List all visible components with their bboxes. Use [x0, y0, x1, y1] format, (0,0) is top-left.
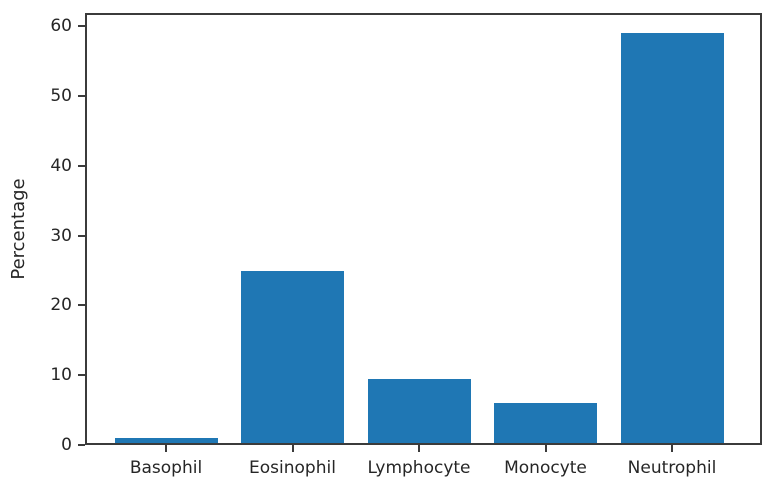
bar-lymphocyte	[367, 378, 471, 445]
x-tick-label: Eosinophil	[249, 458, 336, 478]
y-tick-mark	[78, 164, 85, 167]
y-tick-label: 20	[50, 295, 72, 316]
x-tick-mark	[418, 445, 420, 452]
x-tick-mark	[671, 445, 673, 452]
y-tick-label: 10	[50, 365, 72, 386]
y-tick-label: 0	[61, 435, 72, 455]
y-tick-label: 40	[50, 155, 72, 176]
x-tick-label: Lymphocyte	[367, 458, 471, 478]
bar-monocyte	[494, 403, 597, 445]
x-tick-label: Neutrophil	[627, 458, 717, 478]
y-tick-mark	[78, 444, 85, 446]
y-tick-mark	[78, 95, 85, 98]
y-tick-label: 30	[50, 225, 72, 246]
bar-basophil	[114, 438, 218, 445]
y-tick-label: 50	[50, 86, 72, 107]
y-tick-mark	[78, 304, 85, 307]
y-tick-label: 60	[50, 16, 72, 37]
bar-eosinophil	[241, 270, 344, 445]
x-tick-label: Monocyte	[504, 458, 587, 478]
x-tick-mark	[165, 445, 167, 452]
y-tick-mark	[78, 374, 85, 377]
y-tick-mark	[78, 25, 85, 28]
x-tick-mark	[544, 445, 547, 452]
x-tick-label: Basophil	[129, 458, 203, 478]
x-tick-mark	[291, 445, 294, 452]
bar-neutrophil	[620, 33, 724, 445]
y-tick-mark	[78, 234, 85, 237]
